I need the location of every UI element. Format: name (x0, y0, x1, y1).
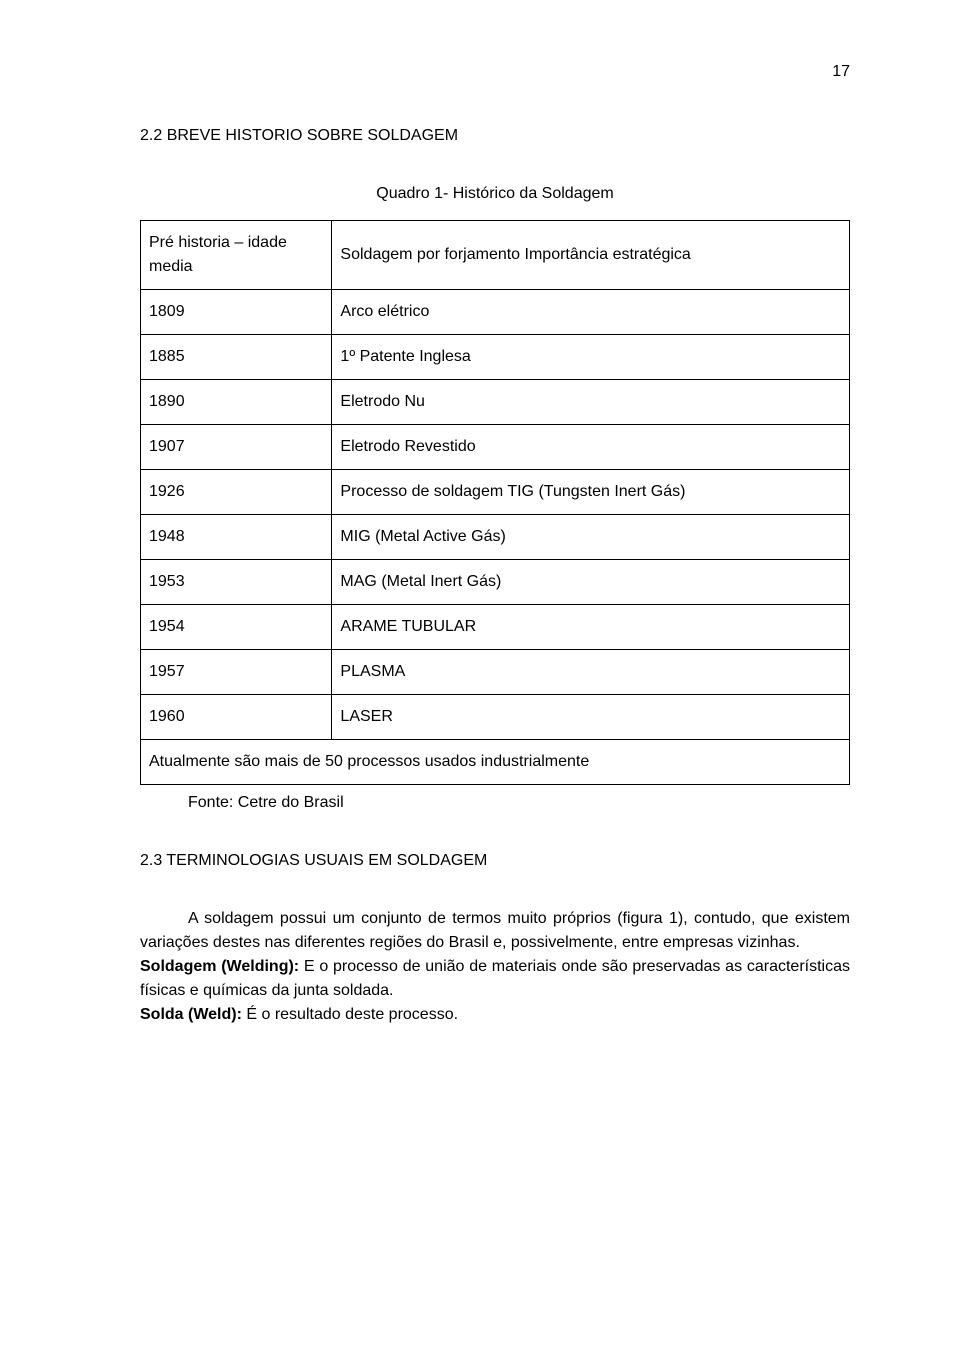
section-heading: 2.2 BREVE HISTORIO SOBRE SOLDAGEM (140, 124, 850, 148)
table-row-merged: Atualmente são mais de 50 processos usad… (141, 740, 850, 785)
table-row: 1907 Eletrodo Revestido (141, 425, 850, 470)
table-cell-year: Pré historia – idade media (141, 221, 332, 290)
table-row: 1926 Processo de soldagem TIG (Tungsten … (141, 470, 850, 515)
table-row: 1885 1º Patente Inglesa (141, 335, 850, 380)
table-cell-year: 1954 (141, 605, 332, 650)
table-cell-year: 1953 (141, 560, 332, 605)
table-cell-desc: Processo de soldagem TIG (Tungsten Inert… (332, 470, 850, 515)
table-cell-desc: Eletrodo Revestido (332, 425, 850, 470)
definition-label: Soldagem (Welding): (140, 958, 299, 975)
table-cell-year: 1957 (141, 650, 332, 695)
table-cell-desc: ARAME TUBULAR (332, 605, 850, 650)
table-row: 1960 LASER (141, 695, 850, 740)
table-cell-year: 1960 (141, 695, 332, 740)
table-row: 1954 ARAME TUBULAR (141, 605, 850, 650)
table-cell-year: 1907 (141, 425, 332, 470)
history-table: Pré historia – idade media Soldagem por … (140, 220, 850, 785)
definition-label: Solda (Weld): (140, 1006, 242, 1023)
table-source: Fonte: Cetre do Brasil (188, 791, 850, 815)
table-cell-year: 1890 (141, 380, 332, 425)
sub-heading: 2.3 TERMINOLOGIAS USUAIS EM SOLDAGEM (140, 849, 850, 873)
page-number: 17 (140, 60, 850, 84)
table-cell-desc: Eletrodo Nu (332, 380, 850, 425)
definition-line: Solda (Weld): É o resultado deste proces… (140, 1003, 850, 1027)
table-cell-year: 1926 (141, 470, 332, 515)
table-cell-desc: Arco elétrico (332, 290, 850, 335)
table-row: 1953 MAG (Metal Inert Gás) (141, 560, 850, 605)
table-cell-desc: Soldagem por forjamento Importância estr… (332, 221, 850, 290)
table-cell-desc: MIG (Metal Active Gás) (332, 515, 850, 560)
table-cell-desc: LASER (332, 695, 850, 740)
table-row: 1957 PLASMA (141, 650, 850, 695)
table-row: 1809 Arco elétrico (141, 290, 850, 335)
table-cell-desc: 1º Patente Inglesa (332, 335, 850, 380)
table-cell-desc: PLASMA (332, 650, 850, 695)
table-cell-year: 1885 (141, 335, 332, 380)
definition-line: Soldagem (Welding): E o processo de uniã… (140, 955, 850, 1003)
table-row: Pré historia – idade media Soldagem por … (141, 221, 850, 290)
paragraph: A soldagem possui um conjunto de termos … (140, 907, 850, 955)
definition-text: É o resultado deste processo. (242, 1006, 458, 1023)
table-caption: Quadro 1- Histórico da Soldagem (140, 182, 850, 206)
table-row: 1890 Eletrodo Nu (141, 380, 850, 425)
table-row: 1948 MIG (Metal Active Gás) (141, 515, 850, 560)
table-cell-desc: MAG (Metal Inert Gás) (332, 560, 850, 605)
table-cell-year: 1948 (141, 515, 332, 560)
body-text: A soldagem possui um conjunto de termos … (140, 907, 850, 1027)
table-cell-year: 1809 (141, 290, 332, 335)
table-cell-merged: Atualmente são mais de 50 processos usad… (141, 740, 850, 785)
